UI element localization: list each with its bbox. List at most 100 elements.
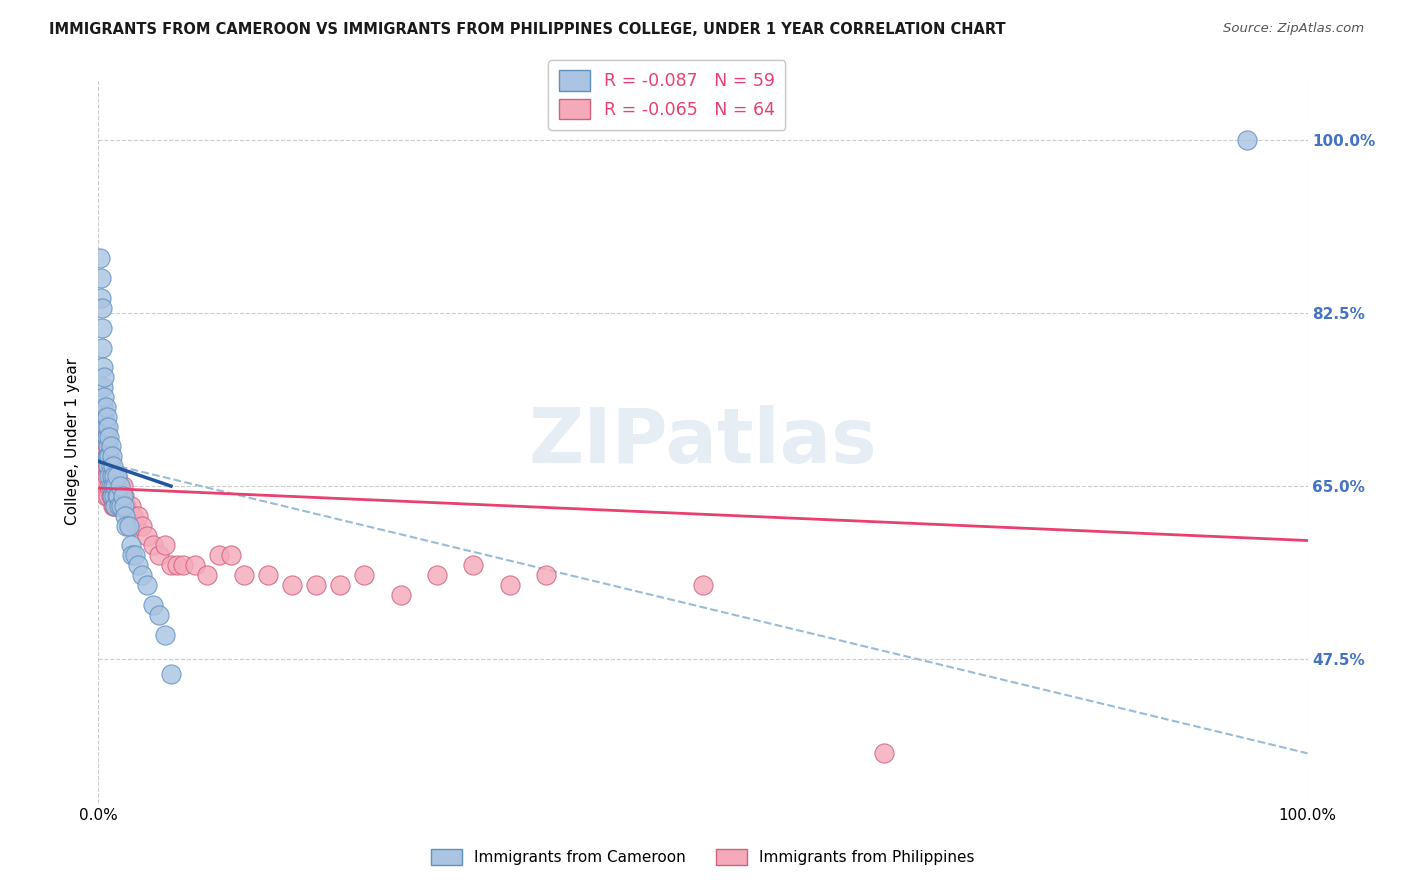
Point <box>166 558 188 573</box>
Point <box>104 489 127 503</box>
Point <box>100 489 122 503</box>
Point <box>105 469 128 483</box>
Point <box>426 568 449 582</box>
Point <box>108 489 131 503</box>
Point <box>127 558 149 573</box>
Point <box>91 320 114 334</box>
Point <box>100 489 122 503</box>
Point <box>232 568 254 582</box>
Point <box>90 459 112 474</box>
Point <box>96 429 118 443</box>
Point <box>108 499 131 513</box>
Point <box>148 607 170 622</box>
Point <box>122 508 145 523</box>
Point <box>125 518 148 533</box>
Point <box>103 469 125 483</box>
Point <box>534 568 557 582</box>
Text: IMMIGRANTS FROM CAMEROON VS IMMIGRANTS FROM PHILIPPINES COLLEGE, UNDER 1 YEAR CO: IMMIGRANTS FROM CAMEROON VS IMMIGRANTS F… <box>49 22 1005 37</box>
Point <box>94 459 117 474</box>
Point <box>103 499 125 513</box>
Point <box>97 450 120 464</box>
Point <box>463 558 485 573</box>
Point <box>97 459 120 474</box>
Point <box>107 479 129 493</box>
Point <box>108 499 131 513</box>
Point <box>127 508 149 523</box>
Point <box>112 499 135 513</box>
Point <box>96 469 118 483</box>
Point <box>91 380 114 394</box>
Point <box>90 271 112 285</box>
Point <box>91 301 114 315</box>
Point <box>184 558 207 573</box>
Point <box>111 489 134 503</box>
Point <box>100 479 122 493</box>
Point <box>90 291 112 305</box>
Point <box>98 479 121 493</box>
Point <box>100 489 122 503</box>
Point <box>107 489 129 503</box>
Point <box>93 479 115 493</box>
Point <box>1236 133 1258 147</box>
Point <box>103 479 125 493</box>
Point <box>91 341 114 355</box>
Point <box>498 578 520 592</box>
Point <box>93 370 115 384</box>
Text: Source: ZipAtlas.com: Source: ZipAtlas.com <box>1223 22 1364 36</box>
Point <box>103 489 125 503</box>
Point <box>114 499 136 513</box>
Point <box>98 450 121 464</box>
Point <box>221 549 243 563</box>
Point <box>91 450 114 464</box>
Point <box>97 440 120 454</box>
Legend: Immigrants from Cameroon, Immigrants from Philippines: Immigrants from Cameroon, Immigrants fro… <box>425 843 981 871</box>
Point <box>100 469 122 483</box>
Point <box>124 549 146 563</box>
Point <box>94 429 117 443</box>
Point <box>100 469 122 483</box>
Point <box>101 499 124 513</box>
Y-axis label: College, Under 1 year: College, Under 1 year <box>65 358 80 525</box>
Point <box>89 252 111 266</box>
Point <box>91 429 114 443</box>
Point <box>353 568 375 582</box>
Point <box>111 479 134 493</box>
Point <box>100 450 122 464</box>
Point <box>101 479 124 493</box>
Point <box>121 549 143 563</box>
Point <box>118 508 141 523</box>
Point <box>101 459 124 474</box>
Point <box>873 747 896 761</box>
Point <box>142 539 165 553</box>
Point <box>148 549 170 563</box>
Point <box>120 539 142 553</box>
Point <box>98 459 121 474</box>
Point <box>110 489 132 503</box>
Point <box>172 558 194 573</box>
Point <box>153 539 176 553</box>
Point <box>108 479 131 493</box>
Point <box>153 627 176 641</box>
Point <box>91 400 114 414</box>
Point <box>120 499 142 513</box>
Point <box>104 479 127 493</box>
Point <box>96 450 118 464</box>
Point <box>98 469 121 483</box>
Point <box>105 469 128 483</box>
Point <box>94 489 117 503</box>
Point <box>91 360 114 375</box>
Point <box>89 450 111 464</box>
Point <box>100 459 122 474</box>
Point <box>160 558 183 573</box>
Point <box>96 450 118 464</box>
Point <box>97 489 120 503</box>
Point <box>281 578 304 592</box>
Point <box>96 409 118 424</box>
Point <box>118 518 141 533</box>
Point <box>93 450 115 464</box>
Point <box>97 419 120 434</box>
Point <box>112 489 135 503</box>
Point <box>93 409 115 424</box>
Point <box>195 568 218 582</box>
Point <box>135 528 157 542</box>
